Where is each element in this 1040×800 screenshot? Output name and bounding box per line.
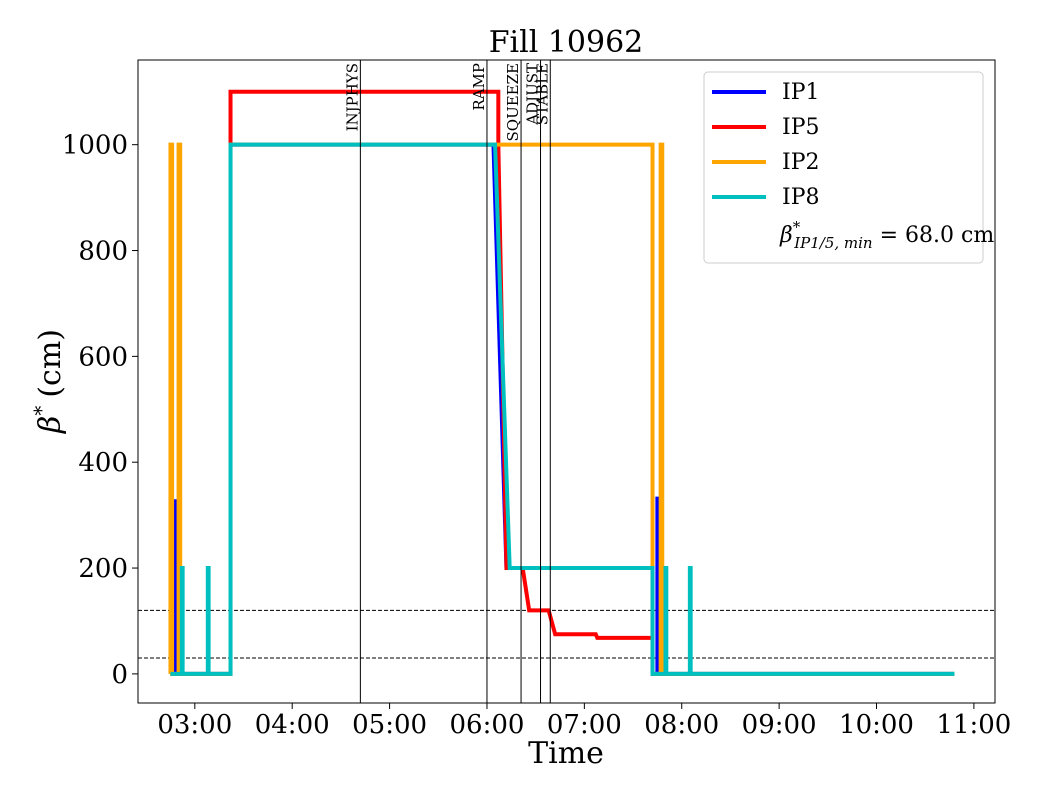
x-tick-label: 11:00	[936, 710, 1011, 740]
legend: IP1 IP5 IP2 IP8 β* IP1/5, min = 68.0 cm	[703, 71, 994, 264]
legend-annotation-value: = 68.0 cm	[873, 223, 995, 248]
x-tick-label: 06:00	[449, 710, 524, 740]
vline-label-ramp: RAMP	[470, 63, 488, 111]
legend-label-ip8: IP8	[782, 185, 820, 210]
x-tick-label: 04:00	[255, 710, 330, 740]
legend-label-ip2: IP2	[782, 150, 820, 175]
legend-annotation-beta: β	[779, 223, 793, 248]
legend-beta-min-annotation: β* IP1/5, min = 68.0 cm	[779, 218, 994, 252]
reference-hlines	[138, 609, 995, 659]
y-tick-label: 600	[78, 342, 128, 372]
plot-frame	[137, 59, 996, 704]
x-tick-label: 10:00	[839, 710, 914, 740]
vline-label-adjust: ADJUST	[524, 63, 542, 126]
x-tick-label: 05:00	[352, 710, 427, 740]
y-tick-label: 1000	[62, 131, 128, 161]
y-tick-label: 0	[111, 660, 128, 690]
x-tick-label: 07:00	[547, 710, 622, 740]
y-axis-ticks: 0 200 400 600 800 1000	[62, 131, 138, 690]
chart-title: Fill 10962	[489, 25, 644, 60]
legend-annotation-star: *	[793, 218, 801, 236]
legend-annotation-subscript: IP1/5, min	[793, 234, 872, 252]
y-axis-label-beta: β	[33, 416, 68, 434]
y-axis-label-star: *	[29, 406, 53, 416]
x-axis-ticks: 03:00 04:00 05:00 06:00 07:00 08:00 09:00 10:00…	[157, 703, 1011, 740]
x-tick-label: 09:00	[742, 710, 817, 740]
y-axis-label: β* (cm)	[29, 329, 68, 434]
x-tick-label: 03:00	[157, 710, 232, 740]
y-tick-label: 400	[78, 448, 128, 478]
y-tick-label: 200	[78, 554, 128, 584]
legend-label-ip1: IP1	[782, 80, 820, 105]
y-axis-label-unit: (cm)	[33, 329, 68, 398]
vline-label-squeeze: SQUEEZE	[504, 63, 522, 142]
legend-box	[703, 71, 984, 264]
vline-label-injphys: INJPHYS	[343, 63, 361, 131]
y-tick-label: 800	[78, 237, 128, 267]
legend-label-ip5: IP5	[782, 115, 820, 140]
series-lines	[168, 89, 955, 676]
x-axis-label: Time	[528, 736, 604, 771]
series-line-ip8	[170, 142, 955, 676]
vline-label-stable: STABLE	[533, 63, 551, 125]
series-line-ip1	[170, 142, 955, 676]
series-line-ip5	[228, 89, 655, 640]
x-tick-label: 08:00	[644, 710, 719, 740]
